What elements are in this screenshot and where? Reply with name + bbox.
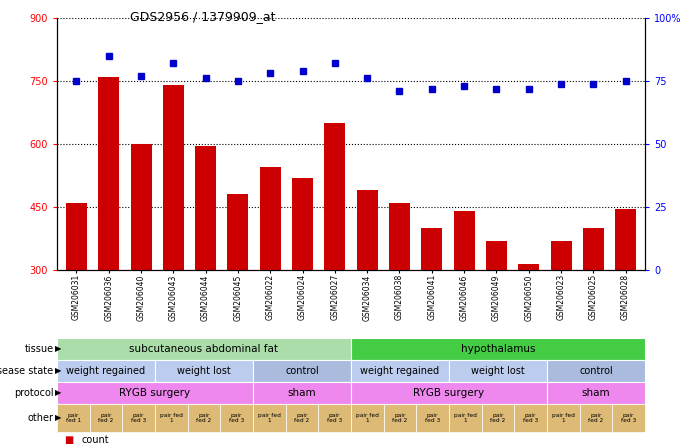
Text: pair
fed 3: pair fed 3 — [523, 412, 538, 424]
Bar — [227, 194, 249, 270]
Bar — [518, 264, 539, 270]
Bar — [453, 211, 475, 270]
Text: ▶: ▶ — [55, 388, 61, 397]
Text: ▶: ▶ — [55, 366, 61, 376]
Text: pair fed
1: pair fed 1 — [552, 412, 575, 424]
Text: ■: ■ — [64, 435, 73, 444]
Text: pair fed
1: pair fed 1 — [356, 412, 379, 424]
Bar — [551, 241, 571, 270]
Text: protocol: protocol — [14, 388, 53, 398]
Text: sham: sham — [582, 388, 610, 398]
Text: RYGB surgery: RYGB surgery — [120, 388, 191, 398]
Text: weight lost: weight lost — [177, 366, 231, 376]
Bar — [195, 146, 216, 270]
Bar — [163, 85, 184, 270]
Text: sham: sham — [287, 388, 316, 398]
Text: pair fed
1: pair fed 1 — [258, 412, 281, 424]
Bar — [324, 123, 346, 270]
Text: tissue: tissue — [24, 344, 53, 354]
Text: control: control — [285, 366, 319, 376]
Text: count: count — [81, 435, 108, 444]
Text: pair
fed 2: pair fed 2 — [196, 412, 211, 424]
Text: weight lost: weight lost — [471, 366, 525, 376]
Bar — [389, 203, 410, 270]
Text: disease state: disease state — [0, 366, 53, 376]
Bar — [422, 228, 442, 270]
Bar — [292, 178, 313, 270]
Text: pair
fed 2: pair fed 2 — [491, 412, 506, 424]
Bar — [98, 77, 119, 270]
Text: pair fed
1: pair fed 1 — [454, 412, 477, 424]
Text: hypothalamus: hypothalamus — [461, 344, 536, 354]
Text: pair
fed 3: pair fed 3 — [131, 412, 146, 424]
Text: pair
fed 3: pair fed 3 — [621, 412, 636, 424]
Bar — [66, 203, 87, 270]
Text: control: control — [579, 366, 613, 376]
Text: GDS2956 / 1379909_at: GDS2956 / 1379909_at — [130, 10, 276, 23]
Bar — [583, 228, 604, 270]
Text: pair
fed 2: pair fed 2 — [392, 412, 408, 424]
Text: ▶: ▶ — [55, 413, 61, 423]
Text: other: other — [28, 413, 53, 423]
Text: pair
fed 3: pair fed 3 — [229, 412, 245, 424]
Text: ▶: ▶ — [55, 345, 61, 353]
Text: pair
fed 2: pair fed 2 — [294, 412, 310, 424]
Text: pair fed
1: pair fed 1 — [160, 412, 183, 424]
Text: pair
fed 3: pair fed 3 — [327, 412, 342, 424]
Text: pair
fed 2: pair fed 2 — [98, 412, 113, 424]
Text: pair
fed 2: pair fed 2 — [588, 412, 604, 424]
Text: pair
fed 3: pair fed 3 — [425, 412, 440, 424]
Text: RYGB surgery: RYGB surgery — [413, 388, 484, 398]
Bar — [131, 144, 151, 270]
Bar — [357, 190, 378, 270]
Bar — [260, 167, 281, 270]
Text: weight regained: weight regained — [66, 366, 146, 376]
Text: pair
fed 1: pair fed 1 — [66, 412, 81, 424]
Bar — [486, 241, 507, 270]
Text: subcutaneous abdominal fat: subcutaneous abdominal fat — [129, 344, 278, 354]
Text: weight regained: weight regained — [361, 366, 439, 376]
Bar — [615, 209, 636, 270]
